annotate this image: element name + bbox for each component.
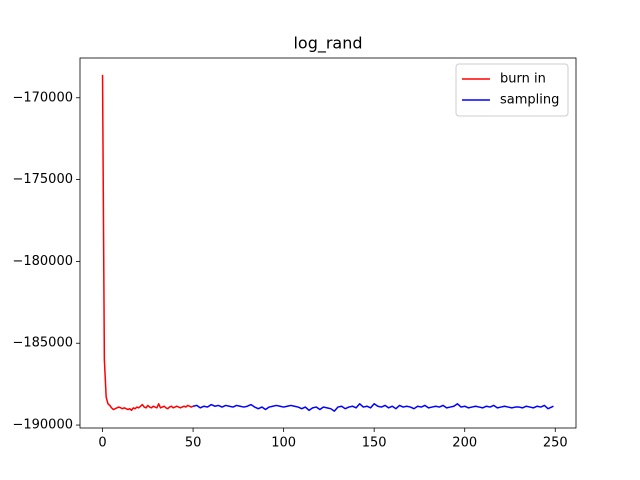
legend-label: sampling bbox=[500, 93, 559, 108]
x-tick-label: 100 bbox=[271, 436, 296, 451]
y-tick-label: −170000 bbox=[12, 90, 73, 105]
plot-frame bbox=[79, 57, 577, 429]
x-tick-label: 50 bbox=[185, 436, 202, 451]
y-tick-label: −175000 bbox=[12, 172, 73, 187]
y-tick-label: −185000 bbox=[12, 336, 73, 351]
x-tick-label: 0 bbox=[98, 436, 106, 451]
legend-box bbox=[455, 63, 569, 117]
y-tick-label: −180000 bbox=[12, 254, 73, 269]
x-tick-label: 250 bbox=[543, 436, 568, 451]
x-tick-label: 150 bbox=[362, 436, 387, 451]
x-tick-label: 200 bbox=[452, 436, 477, 451]
y-tick-label: −190000 bbox=[12, 418, 73, 433]
legend-label: burn in bbox=[500, 72, 546, 87]
series-line bbox=[101, 74, 194, 412]
series-line bbox=[192, 403, 554, 412]
chart-title: log_rand bbox=[293, 34, 362, 54]
